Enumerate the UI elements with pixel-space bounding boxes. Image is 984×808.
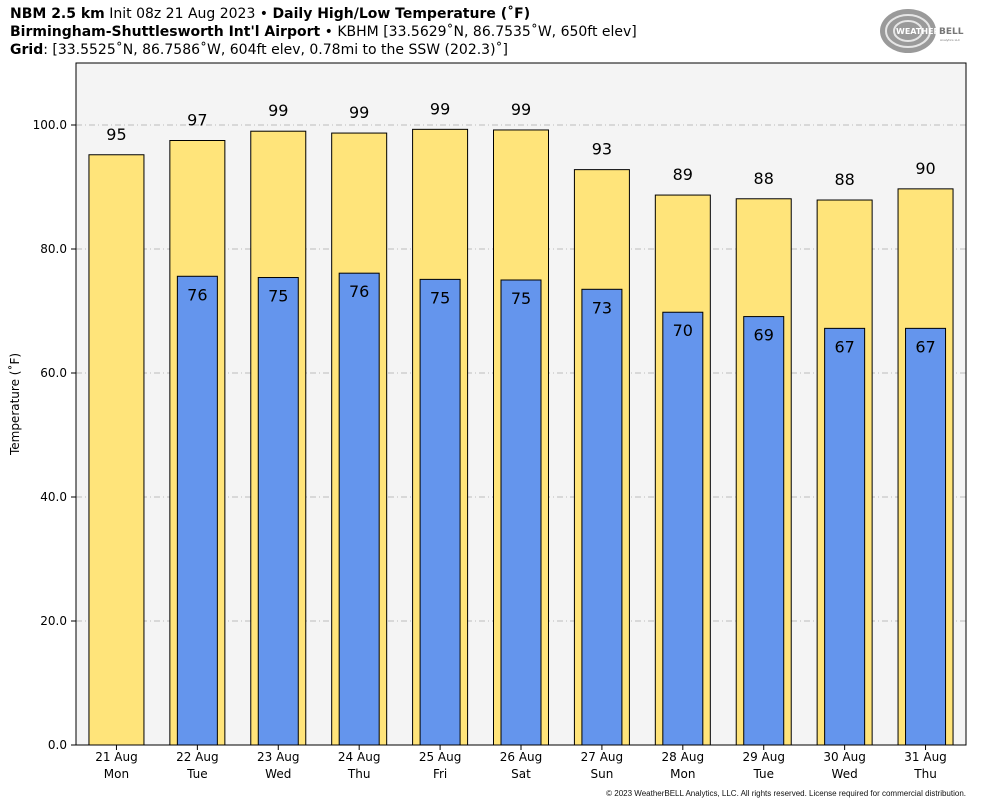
y-tick-label: 80.0 <box>40 242 67 256</box>
low-temp-label: 67 <box>834 337 854 356</box>
logo-text-bell: BELL <box>939 27 964 37</box>
station-info: KBHM [33.5629˚N, 86.7535˚W, 650ft elev] <box>337 24 637 40</box>
low-temp-bar <box>662 311 704 746</box>
x-tick-date: 27 Aug <box>581 750 624 764</box>
init-time: Init 08z 21 Aug 2023 <box>109 6 256 22</box>
low-temp-label: 73 <box>592 298 612 317</box>
high-temp-label: 99 <box>349 103 369 122</box>
chart-header: NBM 2.5 km Init 08z 21 Aug 2023 • Daily … <box>10 5 870 59</box>
high-temp-label: 95 <box>106 125 126 144</box>
x-tick-day: Thu <box>913 767 937 781</box>
separator: • <box>255 6 273 22</box>
low-temp-label: 75 <box>511 289 531 308</box>
logo-text-sub: Analytics LLC <box>940 38 960 42</box>
product-title: Daily High/Low Temperature (˚F) <box>272 6 531 22</box>
x-tick-date: 31 Aug <box>904 750 947 764</box>
model-name: NBM 2.5 km <box>10 6 105 22</box>
station-name: Birmingham-Shuttlesworth Int'l Airport <box>10 24 321 40</box>
low-temp-bar <box>338 272 380 746</box>
x-tick-date: 28 Aug <box>662 750 705 764</box>
x-tick-date: 26 Aug <box>500 750 543 764</box>
x-tick-date: 29 Aug <box>742 750 785 764</box>
x-tick-day: Sat <box>511 767 531 781</box>
x-tick-date: 21 Aug <box>95 750 138 764</box>
y-tick-label: 40.0 <box>40 490 67 504</box>
bars <box>88 128 954 746</box>
y-axis-label: Temperature (˚F) <box>7 353 22 456</box>
y-tick-label: 20.0 <box>40 614 67 628</box>
high-temp-label: 99 <box>268 101 288 120</box>
grid-info: : [33.5525˚N, 86.7586˚W, 604ft elev, 0.7… <box>43 42 509 58</box>
low-temp-bar <box>905 327 947 746</box>
x-tick-date: 22 Aug <box>176 750 219 764</box>
copyright-notice: © 2023 WeatherBELL Analytics, LLC. All r… <box>606 789 966 798</box>
x-tick-date: 24 Aug <box>338 750 381 764</box>
high-temp-label: 99 <box>511 100 531 119</box>
x-tick-date: 25 Aug <box>419 750 462 764</box>
y-axis: 0.0 20.0 40.0 60.0 80.0 100.0 <box>33 118 76 752</box>
logo-text-weather: WEATHER <box>896 27 940 36</box>
high-temp-label: 99 <box>430 99 450 118</box>
x-tick-day: Mon <box>670 767 695 781</box>
low-temp-bar <box>500 279 542 746</box>
high-temp-label: 88 <box>834 170 854 189</box>
low-temp-bar <box>824 327 866 746</box>
y-tick-label: 60.0 <box>40 366 67 380</box>
grid-label: Grid <box>10 42 44 58</box>
low-temp-label: 75 <box>268 287 288 306</box>
x-tick-day: Sun <box>590 767 613 781</box>
value-labels: 95 97 76 99 75 99 76 99 75 99 75 93 73 89 70 88 69 88 67 90… <box>106 99 935 356</box>
x-tick-day: Wed <box>832 767 858 781</box>
low-temp-label: 67 <box>915 337 935 356</box>
separator: • <box>320 24 338 40</box>
high-temp-label: 93 <box>592 140 612 159</box>
low-temp-bar <box>743 316 785 746</box>
x-axis: 21 Aug Mon 22 Aug Tue 23 Aug Wed 24 Aug Thu 25 A… <box>95 745 947 781</box>
header-line-3: Grid: [33.5525˚N, 86.7586˚W, 604ft elev,… <box>10 41 870 59</box>
weatherbell-logo: WEATHER BELL Analytics LLC <box>880 9 964 53</box>
header-line-2: Birmingham-Shuttlesworth Int'l Airport •… <box>10 23 870 41</box>
low-temp-label: 70 <box>673 321 693 340</box>
y-tick-label: 100.0 <box>33 118 67 132</box>
x-tick-day: Tue <box>752 767 774 781</box>
high-temp-bar <box>88 154 145 746</box>
low-temp-label: 75 <box>430 288 450 307</box>
header-line-1: NBM 2.5 km Init 08z 21 Aug 2023 • Daily … <box>10 5 870 23</box>
high-temp-label: 88 <box>754 169 774 188</box>
logo-swirl-icon <box>880 9 936 53</box>
y-tick-label: 0.0 <box>48 738 67 752</box>
x-tick-day: Thu <box>347 767 371 781</box>
low-temp-bar <box>257 277 299 746</box>
low-temp-bar <box>419 278 461 746</box>
x-tick-day: Mon <box>104 767 129 781</box>
x-tick-day: Fri <box>433 767 447 781</box>
high-temp-label: 89 <box>673 165 693 184</box>
high-temp-label: 90 <box>915 159 935 178</box>
high-temp-label: 97 <box>187 111 207 130</box>
x-tick-date: 23 Aug <box>257 750 300 764</box>
low-temp-bar <box>581 288 623 746</box>
low-temp-label: 76 <box>187 285 207 304</box>
low-temp-label: 69 <box>754 326 774 345</box>
x-tick-date: 30 Aug <box>823 750 866 764</box>
x-tick-day: Tue <box>186 767 208 781</box>
low-temp-label: 76 <box>349 282 369 301</box>
low-temp-bar <box>176 275 218 746</box>
x-tick-day: Wed <box>265 767 291 781</box>
